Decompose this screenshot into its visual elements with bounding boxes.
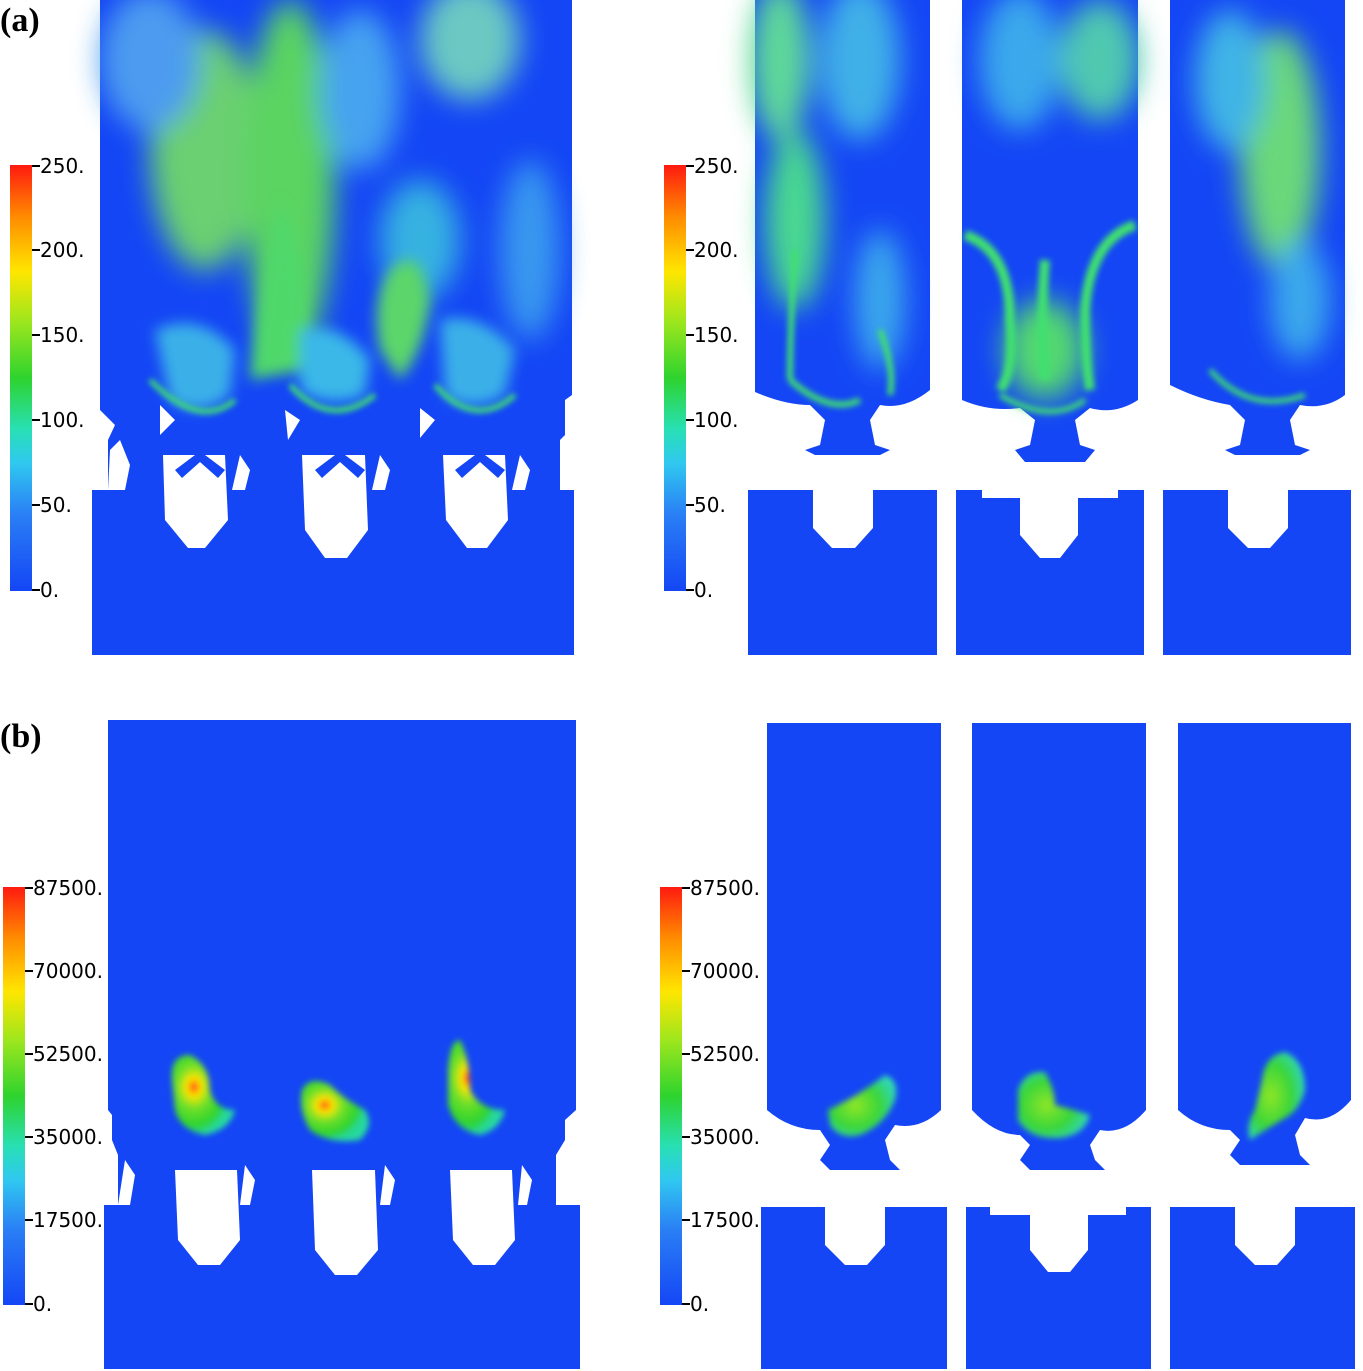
colorbar-tick-label: 150. [694, 323, 739, 347]
colorbar-tick-label: 0. [690, 1292, 710, 1316]
colorbar-a-left: 250. 200. 150. 100. 50. 0. [10, 156, 85, 600]
colorbar-b-right: 87500. 70000. 52500. 35000. 17500. 0. [660, 878, 760, 1314]
colorbar-b-left: 87500. 70000. 52500. 35000. 17500. 0. [3, 878, 103, 1314]
panel-a-label: (a) [0, 2, 40, 39]
colorbar-tick-label: 0. [40, 578, 60, 602]
colorbar-tick-label: 250. [694, 154, 739, 178]
colorbar-tick-label: 0. [694, 578, 714, 602]
colorbar-tick-label: 50. [40, 493, 72, 517]
colorbar-tick-label: 35000. [33, 1125, 103, 1149]
colorbar-tick-label: 250. [40, 154, 85, 178]
panel-a-right-field-2 [956, 0, 1144, 655]
colorbar-tick-label: 70000. [33, 959, 103, 983]
colorbar-tick-label: 52500. [690, 1042, 760, 1066]
panel-a-left-field [92, 0, 574, 655]
colorbar-tick-label: 50. [694, 493, 726, 517]
colorbar-tick-label: 35000. [690, 1125, 760, 1149]
panel-a-right-field-3 [1163, 0, 1351, 655]
colorbar-tick-label: 0. [33, 1292, 53, 1316]
panel-b-right-field-1 [761, 723, 947, 1369]
panel-b-left-field [104, 720, 580, 1369]
colorbar-tick-label: 150. [40, 323, 85, 347]
colorbar-tick-label: 200. [694, 238, 739, 262]
colorbar-tick-label: 17500. [33, 1208, 103, 1232]
panel-b-right-field-3 [1170, 723, 1355, 1369]
colorbar-tick-label: 87500. [33, 876, 103, 900]
panel-b-right-field-2 [966, 723, 1151, 1369]
colorbar-tick-label: 100. [40, 408, 85, 432]
colorbar-tick-label: 17500. [690, 1208, 760, 1232]
colorbar-tick-label: 52500. [33, 1042, 103, 1066]
colorbar-tick-label: 200. [40, 238, 85, 262]
colorbar-tick-label: 87500. [690, 876, 760, 900]
colorbar-tick-label: 100. [694, 408, 739, 432]
colorbar-a-right: 250. 200. 150. 100. 50. 0. [664, 156, 739, 600]
panel-b-label: (b) [0, 718, 42, 755]
colorbar-tick-label: 70000. [690, 959, 760, 983]
panel-a-right-field-1 [748, 0, 937, 655]
